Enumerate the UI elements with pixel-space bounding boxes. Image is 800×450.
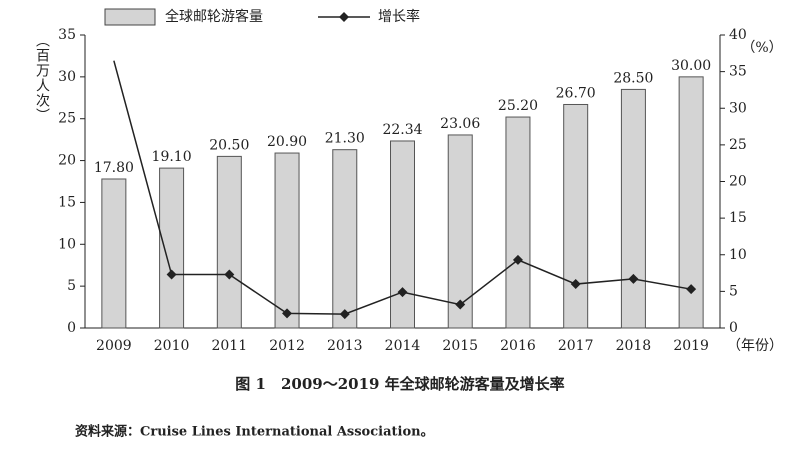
value-label: 30.00 xyxy=(671,58,711,74)
bar xyxy=(216,155,242,329)
value-label: 20.90 xyxy=(267,134,307,150)
value-label: 23.06 xyxy=(440,116,480,132)
value-label: 19.10 xyxy=(152,149,192,165)
bar xyxy=(447,134,473,329)
line-marker xyxy=(628,273,639,284)
y-tick-label: 30 xyxy=(58,69,76,85)
y-tick-label: 5 xyxy=(67,278,76,294)
y-tick-label: 0 xyxy=(67,320,76,336)
bar xyxy=(159,167,185,329)
source: 资料来源：Cruise Lines International Associat… xyxy=(75,424,434,440)
line-marker xyxy=(512,254,523,265)
x-tick-label: 2015 xyxy=(442,338,478,354)
y2-tick-label: 10 xyxy=(729,247,747,263)
x-tick-label: 2009 xyxy=(96,338,132,354)
y2-tick-label: 35 xyxy=(729,64,747,80)
y-axis-label: （百万人次） xyxy=(34,33,50,123)
y2-tick-label: 5 xyxy=(729,283,738,299)
y2-tick-label: 25 xyxy=(729,137,747,153)
line-marker xyxy=(339,309,350,320)
x-tick-label: 2017 xyxy=(558,338,594,354)
bar xyxy=(101,178,127,329)
x-tick-label: 2010 xyxy=(154,338,190,354)
y2-tick-label: 15 xyxy=(729,210,747,226)
y-tick-label: 25 xyxy=(58,111,76,127)
y-tick-label: 10 xyxy=(58,236,76,252)
y-tick-label: 20 xyxy=(58,153,76,169)
value-label: 25.20 xyxy=(498,98,538,114)
line-marker xyxy=(282,308,293,319)
x-tick-label: 2014 xyxy=(385,338,421,354)
x-tick-label: 2019 xyxy=(673,338,709,354)
line-marker xyxy=(224,269,235,280)
y2-tick-label: 30 xyxy=(729,100,747,116)
caption: 图 1 2009～2019 年全球邮轮游客量及增长率 xyxy=(235,375,564,393)
bar xyxy=(274,152,300,329)
bar xyxy=(505,116,531,329)
x-tick-label: 2016 xyxy=(500,338,536,354)
line-marker xyxy=(570,279,581,290)
value-label: 21.30 xyxy=(325,131,365,147)
x-tick-label: 2012 xyxy=(269,338,305,354)
line-marker xyxy=(397,287,408,298)
legend-label: 增长率 xyxy=(378,8,420,25)
x-tick-label: 2011 xyxy=(211,338,247,354)
x-axis-label: （年份） xyxy=(727,338,783,354)
bar xyxy=(620,88,646,329)
line-marker xyxy=(166,269,177,280)
value-label: 17.80 xyxy=(94,160,134,176)
y2-tick-label: 20 xyxy=(729,174,747,190)
y2-tick-label: 0 xyxy=(729,320,738,336)
y-tick-label: 35 xyxy=(58,27,76,43)
value-label: 22.34 xyxy=(382,122,422,138)
legend-label: 全球邮轮游客量 xyxy=(165,8,263,25)
x-tick-label: 2013 xyxy=(327,338,363,354)
bar xyxy=(390,140,415,329)
x-tick-label: 2018 xyxy=(616,338,652,354)
legend-swatch xyxy=(104,8,156,26)
y2-axis-label: （%） xyxy=(741,40,782,56)
line-marker xyxy=(686,284,697,295)
y-tick-label: 15 xyxy=(58,194,76,210)
legend-marker xyxy=(339,12,349,22)
value-label: 26.70 xyxy=(556,85,596,101)
line-marker xyxy=(455,299,466,310)
y2-tick-label: 40 xyxy=(729,27,747,43)
value-label: 20.50 xyxy=(209,137,249,153)
value-label: 28.50 xyxy=(613,70,653,86)
bar xyxy=(332,149,358,329)
bar xyxy=(563,103,589,329)
